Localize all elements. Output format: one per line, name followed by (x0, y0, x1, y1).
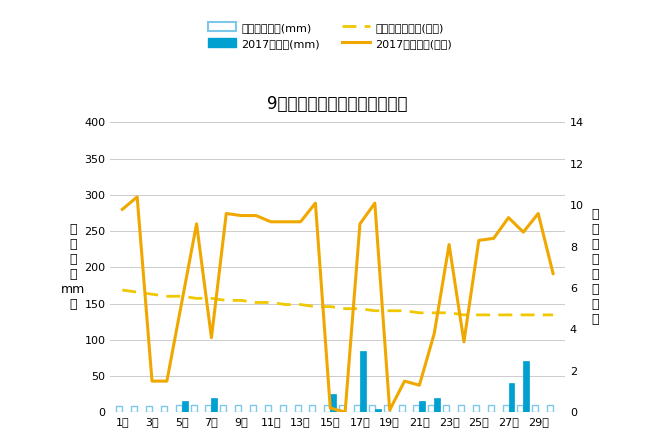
Bar (131, 406, 137, 412)
Bar (458, 405, 464, 412)
Bar (330, 394, 336, 412)
Bar (428, 405, 434, 412)
Bar (383, 405, 389, 412)
Bar (369, 405, 375, 412)
Bar (265, 405, 271, 412)
Bar (146, 406, 152, 412)
Y-axis label: 降
水
量
（
mm
）: 降 水 量 （ mm ） (61, 223, 85, 311)
Bar (413, 405, 419, 412)
Bar (419, 401, 425, 412)
Y-axis label: 日
照
時
間
（
時
間
）: 日 照 時 間 （ 時 間 ） (591, 208, 599, 326)
Bar (116, 406, 122, 412)
Bar (434, 398, 440, 412)
Bar (191, 405, 197, 412)
Bar (360, 351, 366, 412)
Bar (502, 405, 508, 412)
Bar (161, 406, 167, 412)
Bar (517, 405, 523, 412)
Legend: 降水量平年値(mm), 2017降水量(mm), 日照時間平年値(時間), 2017日照時間(時間): 降水量平年値(mm), 2017降水量(mm), 日照時間平年値(時間), 20… (205, 19, 455, 52)
Bar (443, 405, 449, 412)
Bar (339, 405, 345, 412)
Bar (205, 405, 211, 412)
Bar (547, 405, 553, 412)
Bar (324, 405, 330, 412)
Title: 9月降水量・日照時間（日別）: 9月降水量・日照時間（日別） (267, 95, 408, 113)
Bar (220, 405, 226, 412)
Bar (182, 401, 187, 412)
Bar (211, 398, 217, 412)
Bar (310, 405, 315, 412)
Bar (508, 383, 514, 412)
Bar (473, 405, 478, 412)
Bar (375, 408, 381, 412)
Bar (250, 405, 256, 412)
Bar (399, 405, 405, 412)
Bar (294, 405, 300, 412)
Bar (523, 362, 529, 412)
Bar (280, 405, 286, 412)
Bar (176, 405, 182, 412)
Bar (532, 405, 538, 412)
Bar (488, 405, 494, 412)
Bar (354, 405, 360, 412)
Bar (235, 405, 241, 412)
